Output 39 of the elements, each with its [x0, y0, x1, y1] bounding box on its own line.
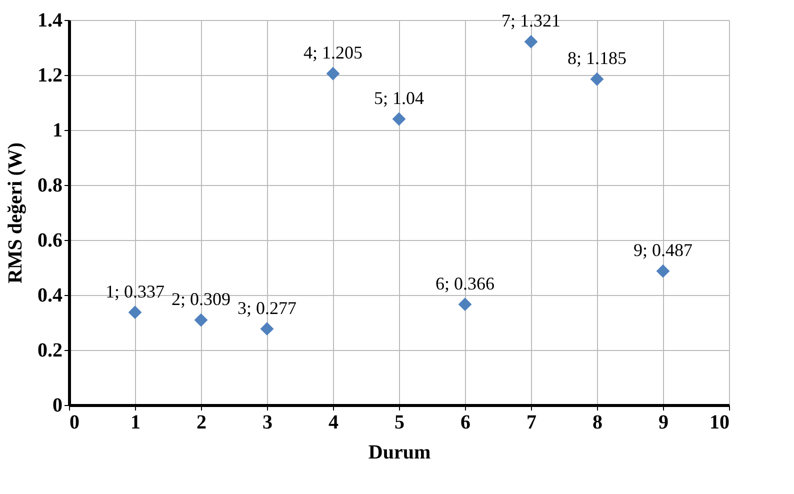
x-tick-label: 5: [394, 412, 404, 434]
data-label: 6; 0.366: [435, 273, 495, 294]
x-tick-label: 7: [526, 412, 536, 434]
data-label: 5; 1.04: [374, 88, 424, 108]
data-label: 1; 0.337: [105, 281, 165, 302]
data-label: 7; 1.321: [501, 10, 561, 31]
y-tick-label: 0.4: [38, 284, 62, 306]
point: [458, 298, 472, 312]
point: [590, 72, 604, 86]
point: [524, 35, 538, 48]
x-tick-label: 3: [262, 412, 272, 434]
x-tick-label: 8: [592, 412, 602, 434]
y-tick-label: 0.8: [38, 174, 62, 196]
point: [656, 264, 670, 278]
y-tick-label: 1.4: [38, 10, 62, 32]
x-tick-label: 4: [328, 412, 338, 434]
y-tick-label: 1: [52, 120, 62, 142]
data-label: 4; 1.205: [303, 42, 363, 63]
x-tick-label: 0: [70, 412, 80, 434]
x-tick-label: 9: [658, 412, 668, 434]
point: [392, 112, 406, 126]
data-label: 9; 0.487: [633, 240, 693, 260]
y-tick-label: 0.2: [38, 340, 62, 362]
x-tick-label: 10: [710, 412, 730, 434]
y-tick-label: 0.6: [38, 230, 62, 252]
x-tick-label: 2: [196, 412, 206, 434]
point: [128, 306, 142, 320]
point: [194, 313, 208, 327]
x-tick-label: 6: [460, 412, 470, 434]
data-label: 3; 0.277: [237, 298, 297, 318]
data-label: 2; 0.309: [171, 289, 231, 310]
x-axis-title: Durum: [368, 442, 431, 464]
point: [260, 322, 274, 336]
y-tick-label: 0: [52, 394, 62, 416]
data-label: 8; 1.185: [567, 48, 627, 68]
point: [326, 66, 340, 80]
y-tick-label: 1.2: [38, 64, 62, 86]
x-tick-label: 1: [130, 412, 140, 434]
y-axis-title: RMS değeri (W): [4, 142, 26, 284]
